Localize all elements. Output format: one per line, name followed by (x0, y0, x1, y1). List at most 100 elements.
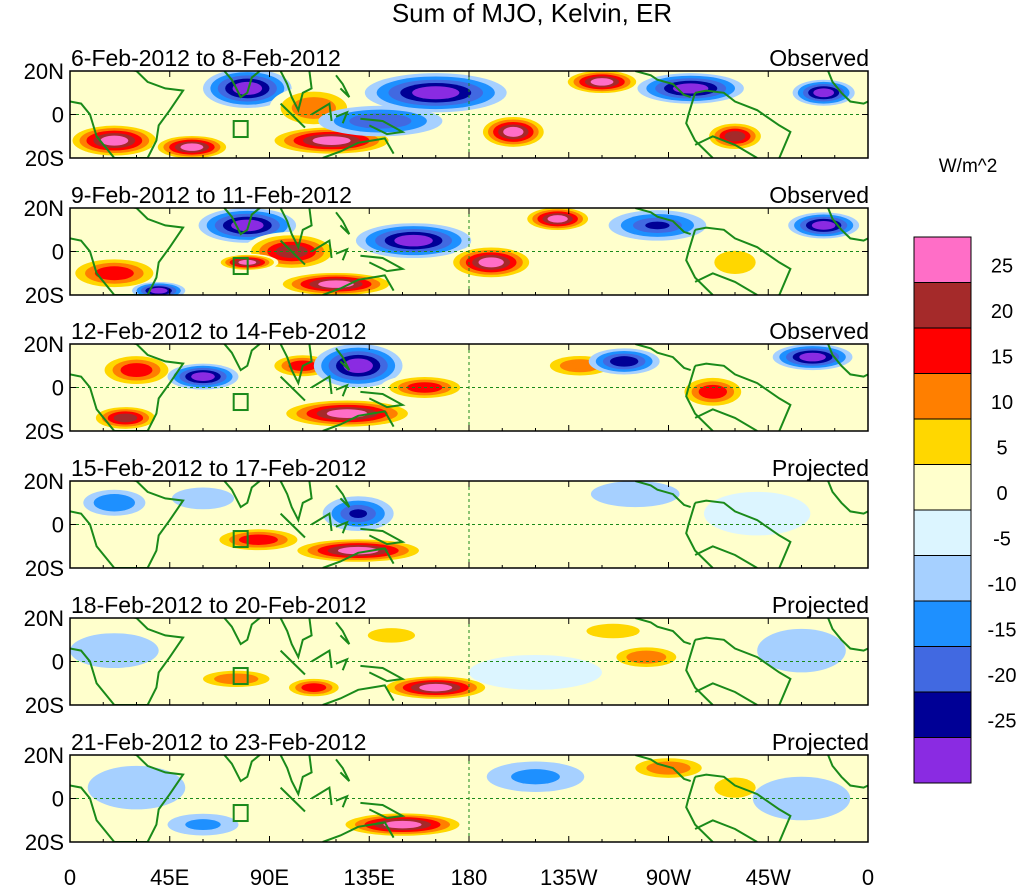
panel-2: 20N 0 20S 9-Feb-2012 to 11-Feb-2012 Observed (24, 182, 869, 308)
anomaly-blob-1 (104, 269, 125, 277)
coastline (635, 755, 692, 783)
coastline (360, 527, 406, 546)
anomaly-blob-5 (468, 513, 558, 536)
panel-field (70, 481, 868, 568)
anomaly-blob-6 (336, 411, 358, 416)
x-tick-label: 135W (540, 865, 598, 889)
x-tick-label: 180 (451, 865, 488, 889)
coastline (335, 758, 351, 782)
panel-date-label: 6-Feb-2012 to 8-Feb-2012 (71, 45, 341, 71)
y-tick-label: 20S (25, 830, 64, 855)
coastline (335, 621, 351, 645)
coastline (279, 208, 313, 251)
coastline (322, 547, 395, 568)
anomaly-blob-8 (777, 787, 826, 810)
coastline (335, 347, 351, 371)
anomaly-blob-8 (484, 259, 498, 265)
anomaly-blob-2 (248, 537, 269, 543)
x-tick-label: 135E (344, 865, 395, 889)
coastline (694, 408, 758, 431)
panel-status-label: Observed (769, 318, 869, 344)
reference-box (232, 804, 249, 823)
coastline (827, 71, 868, 105)
anomaly-blob-10 (645, 221, 670, 230)
anomaly-blob-6 (613, 487, 658, 501)
coastline (279, 71, 313, 114)
colorbar-swatch (913, 691, 972, 738)
coastline (635, 208, 692, 236)
coastline (279, 786, 306, 813)
coastline (279, 239, 306, 266)
anomaly-blob-8 (508, 129, 519, 135)
anomaly-blob-2 (186, 145, 198, 149)
y-tick-label: 20N (24, 606, 64, 631)
colorbar-swatch (913, 737, 972, 784)
anomaly-blob-8 (569, 362, 590, 370)
coastline (827, 344, 868, 378)
anomaly-blob-7 (599, 627, 627, 635)
coastline (360, 254, 406, 273)
colorbar-label: -10 (988, 574, 1017, 596)
y-tick-label: 0 (52, 103, 64, 128)
anomaly-blob-5 (322, 138, 342, 143)
panel-date-label: 12-Feb-2012 to 14-Feb-2012 (71, 318, 366, 344)
panel-date-label: 9-Feb-2012 to 11-Feb-2012 (71, 182, 352, 208)
anomaly-blob-1 (92, 641, 137, 660)
anomaly-blob-3 (307, 685, 321, 690)
panel-status-label: Projected (772, 455, 869, 481)
colorbar-swatch (913, 509, 972, 556)
panel-5: 20N 0 20S 18-Feb-2012 to 20-Feb-2012 Project… (24, 592, 869, 718)
coastline (685, 365, 714, 431)
anomaly-blob-1 (107, 138, 122, 144)
coastline (694, 773, 792, 842)
y-tick-label: 20N (24, 332, 64, 357)
colorbar-label: -15 (988, 620, 1017, 642)
coastline (311, 101, 333, 122)
y-tick-label: 20N (24, 59, 64, 84)
coastline (279, 344, 313, 386)
coastline (279, 375, 306, 402)
y-tick-label: 20N (24, 469, 64, 494)
coastline (279, 102, 306, 129)
colorbar: W/m^2 25 20 15 10 5 0 -5 -10 -15 -20 -25 (913, 156, 1017, 784)
y-tick-label: 0 (52, 787, 64, 812)
coastline (827, 208, 868, 242)
x-tick-label: 45E (150, 865, 189, 889)
anomaly-blob-7 (724, 782, 746, 793)
colorbar-label: 25 (991, 256, 1013, 278)
panel-status-label: Observed (769, 45, 869, 71)
coastline (335, 211, 351, 235)
colorbar-label: 0 (996, 483, 1007, 505)
coastline (322, 137, 395, 158)
y-tick-label: 0 (52, 376, 64, 401)
panel-field (70, 71, 868, 158)
anomaly-blob-9 (617, 358, 632, 365)
coastline (279, 512, 306, 539)
y-tick-label: 20S (25, 693, 64, 718)
colorbar-swatch (913, 418, 972, 465)
coastline (311, 785, 333, 806)
anomaly-blob-8 (187, 492, 219, 504)
anomaly-blob-1 (103, 498, 125, 508)
coastline (279, 755, 313, 797)
coastline (311, 238, 333, 259)
panel-1: 20N 0 20S 6-Feb-2012 to 8-Feb-2012 Observed (24, 45, 869, 171)
colorbar-units: W/m^2 (939, 156, 998, 177)
coastline (685, 639, 714, 705)
x-axis: 0 45E 90E 135E 180 135W 90W 45W 0 (64, 865, 874, 889)
panel-field (70, 344, 868, 431)
coastline (360, 390, 406, 409)
panel-status-label: Observed (769, 182, 869, 208)
coastline (694, 272, 758, 295)
coastline (279, 649, 306, 676)
coastline (70, 208, 185, 295)
panel-status-label: Projected (772, 729, 869, 755)
coastline (279, 481, 313, 523)
y-tick-label: 20S (25, 146, 64, 171)
coastline (223, 618, 262, 646)
coastline (635, 481, 692, 509)
anomaly-blob-12 (817, 223, 830, 228)
anomaly-blob-3 (239, 85, 255, 92)
anomaly-blob-6 (636, 653, 657, 661)
